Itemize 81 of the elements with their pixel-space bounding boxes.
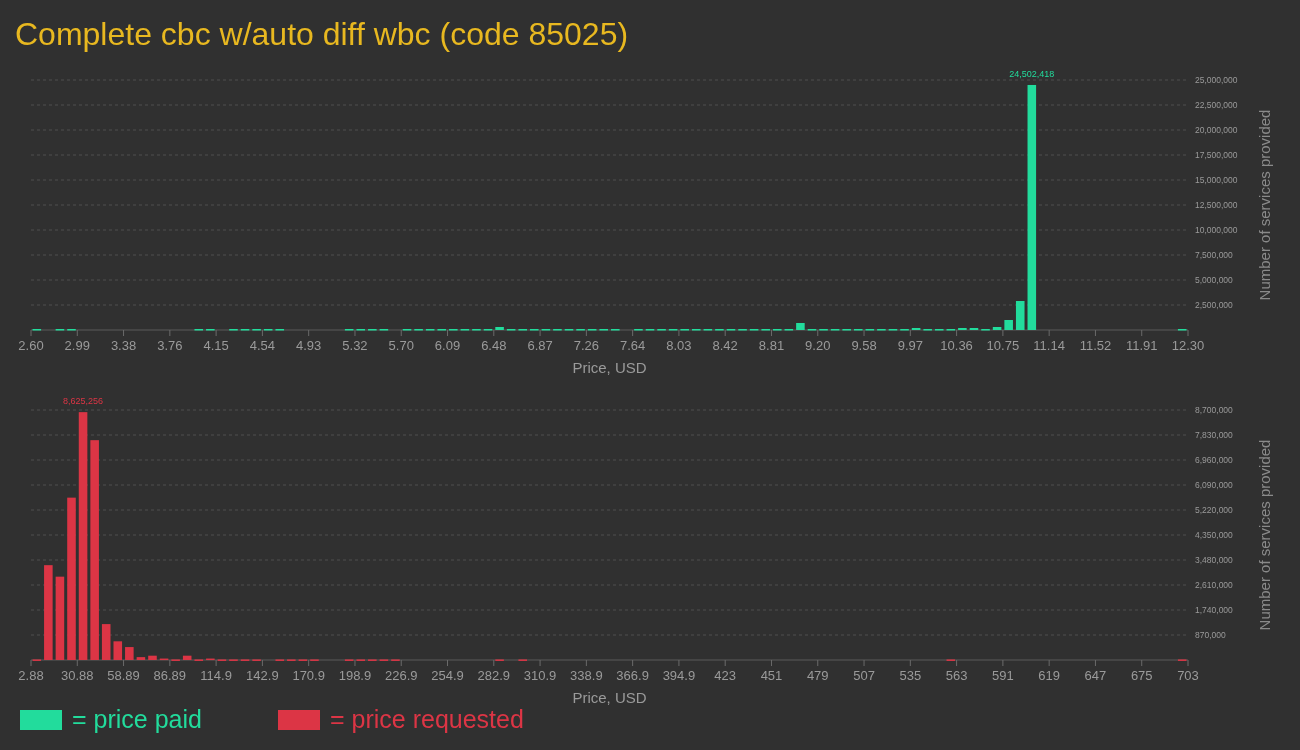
x-tick-label: 170.9 xyxy=(292,668,325,683)
x-axis-title: Price, USD xyxy=(572,359,647,376)
x-tick-label: 535 xyxy=(899,668,922,683)
x-tick-label: 10.36 xyxy=(940,338,973,353)
x-tick-label: 2.60 xyxy=(18,338,44,353)
legend-label: = price paid xyxy=(72,705,202,733)
x-tick-label: 423 xyxy=(714,668,737,683)
x-tick-label: 394.9 xyxy=(662,668,696,683)
x-tick-label: 86.89 xyxy=(153,668,187,683)
x-tick-label: 226.9 xyxy=(384,668,418,683)
x-tick-label: 58.89 xyxy=(107,668,140,683)
x-tick-label: 7.26 xyxy=(573,338,600,353)
x-tick-label: 6.87 xyxy=(527,338,553,353)
legend-label: = price requested xyxy=(330,705,524,733)
y-tick-label: 6,090,000 xyxy=(1195,480,1234,490)
x-tick-label: 198.9 xyxy=(338,668,372,683)
x-tick-label: 12.30 xyxy=(1171,338,1205,353)
y-tick-label: 8,700,000 xyxy=(1195,405,1234,415)
x-tick-label: 563 xyxy=(945,668,968,683)
x-tick-label: 9.97 xyxy=(897,338,923,353)
y-axis-title: Number of services provided xyxy=(1256,439,1273,631)
y-tick-label: 3,480,000 xyxy=(1195,555,1234,565)
y-tick-label: 2,610,000 xyxy=(1195,580,1234,590)
x-tick-label: 5.70 xyxy=(388,338,414,353)
x-tick-label: 11.52 xyxy=(1079,338,1112,353)
x-tick-label: 310.9 xyxy=(523,668,557,683)
x-tick-label: 254.9 xyxy=(431,668,464,683)
y-tick-label: 7,830,000 xyxy=(1195,430,1234,440)
y-tick-label: 15,000,000 xyxy=(1195,175,1238,185)
x-tick-label: 366.9 xyxy=(616,668,649,683)
x-tick-label: 6.09 xyxy=(434,338,461,353)
x-tick-label: 675 xyxy=(1130,668,1153,683)
x-tick-label: 11.14 xyxy=(1033,338,1065,353)
x-tick-label: 114.9 xyxy=(200,668,232,683)
x-tick-label: 619 xyxy=(1038,668,1061,683)
x-tick-label: 703 xyxy=(1177,668,1199,683)
data-label: 8,625,256 xyxy=(63,396,104,407)
y-tick-label: 12,500,000 xyxy=(1195,200,1238,210)
data-label: 24,502,418 xyxy=(1009,68,1055,79)
x-tick-label: 9.58 xyxy=(851,338,877,353)
x-tick-label: 4.15 xyxy=(203,338,229,353)
x-tick-label: 507 xyxy=(853,668,875,683)
y-axis-title: Number of services provided xyxy=(1256,109,1273,301)
x-tick-label: 3.76 xyxy=(157,338,183,353)
y-tick-label: 20,000,000 xyxy=(1195,125,1238,135)
x-tick-label: 11.91 xyxy=(1125,338,1158,353)
x-axis-title: Price, USD xyxy=(572,689,647,706)
y-tick-label: 10,000,000 xyxy=(1195,225,1238,235)
x-tick-label: 7.64 xyxy=(619,338,646,353)
chart-title: Complete cbc w/auto diff wbc (code 85025) xyxy=(15,16,629,52)
y-tick-label: 1,740,000 xyxy=(1195,605,1234,615)
y-tick-label: 17,500,000 xyxy=(1195,150,1238,160)
y-tick-label: 870,000 xyxy=(1195,630,1226,640)
y-tick-label: 4,350,000 xyxy=(1195,530,1234,540)
x-tick-label: 4.54 xyxy=(249,338,276,353)
y-tick-label: 5,220,000 xyxy=(1195,505,1234,515)
x-tick-label: 8.03 xyxy=(666,338,692,353)
x-tick-label: 338.9 xyxy=(570,668,603,683)
x-tick-label: 6.48 xyxy=(481,338,507,353)
x-tick-label: 5.32 xyxy=(342,338,368,353)
y-tick-label: 6,960,000 xyxy=(1195,455,1234,465)
y-tick-label: 2,500,000 xyxy=(1195,300,1234,310)
x-tick-label: 591 xyxy=(992,668,1014,683)
y-tick-label: 25,000,000 xyxy=(1195,75,1238,85)
x-tick-label: 8.42 xyxy=(712,338,738,353)
x-tick-label: 4.93 xyxy=(296,338,322,353)
x-tick-label: 2.88 xyxy=(18,668,44,683)
x-tick-label: 9.20 xyxy=(805,338,831,353)
x-tick-label: 30.88 xyxy=(61,668,94,683)
x-tick-label: 10.75 xyxy=(986,338,1020,353)
y-tick-label: 7,500,000 xyxy=(1195,250,1234,260)
y-tick-label: 5,000,000 xyxy=(1195,275,1234,285)
x-tick-label: 647 xyxy=(1084,668,1107,683)
x-tick-label: 3.38 xyxy=(110,338,137,353)
x-tick-label: 2.99 xyxy=(64,338,90,353)
x-tick-label: 451 xyxy=(760,668,783,683)
x-tick-label: 282.9 xyxy=(477,668,511,683)
y-tick-label: 22,500,000 xyxy=(1195,100,1238,110)
x-tick-label: 142.9 xyxy=(246,668,279,683)
x-tick-label: 479 xyxy=(806,668,829,683)
x-tick-label: 8.81 xyxy=(758,338,785,353)
